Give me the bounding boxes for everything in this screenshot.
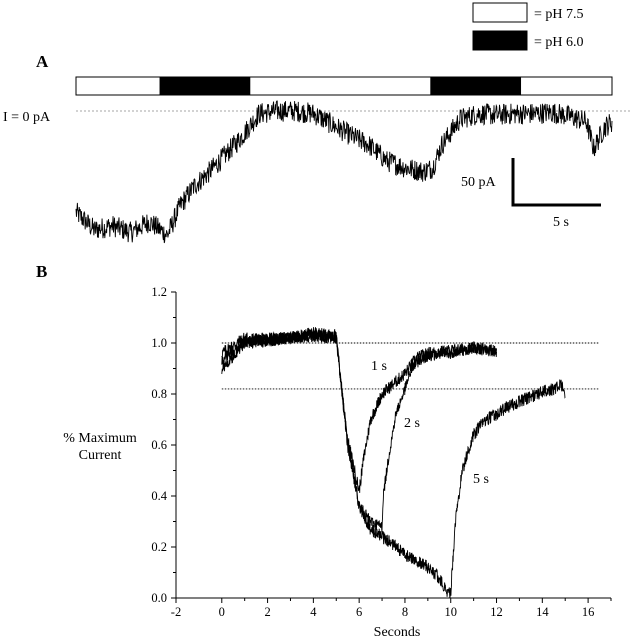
annotation-5s: 5 s (473, 472, 489, 487)
y-tick-label: 0.6 (151, 438, 167, 452)
y-tick-label: 0.0 (151, 591, 167, 605)
y-axis-title-line1: % Maximum (63, 431, 137, 446)
panel-b: B -2 0 2 4 6 8 10 12 14 16 0.0 0.2 0.4 0.6 0.8 1.0 1.2 %… (36, 262, 612, 640)
stimulus-segment (430, 76, 522, 96)
axes-b: -2 0 2 4 6 8 10 12 14 16 0.0 0.2 0.4 0.6 0.8 1.0 1.2 (151, 285, 612, 619)
series-line-5s (221, 327, 566, 599)
x-tick-label: -2 (171, 605, 181, 619)
legend: = pH 7.5 = pH 6.0 (472, 2, 584, 51)
series-b (221, 327, 566, 599)
annotation-1s: 1 s (371, 359, 387, 374)
x-tick-label: 12 (490, 605, 503, 619)
stimulus-segment (75, 76, 161, 96)
x-tick-label: 6 (356, 605, 362, 619)
y-tick-label: 0.8 (151, 387, 167, 401)
stimulus-segment (159, 76, 251, 96)
y-axis-title-line2: Current (79, 448, 122, 463)
scale-bar-current-label: 50 pA (461, 175, 497, 190)
stimulus-segment (520, 76, 613, 96)
x-tick-label: 8 (402, 605, 408, 619)
y-tick-label: 1.0 (151, 336, 167, 350)
y-tick-label: 1.2 (151, 285, 167, 299)
scale-bar-lines (511, 158, 601, 207)
legend-label-ph60: = pH 6.0 (534, 35, 584, 50)
current-trace-a (75, 100, 613, 244)
x-tick-label: 10 (444, 605, 457, 619)
panel-a: A I = 0 pA 50 pA 5 s (3, 52, 630, 244)
legend-label-ph75: = pH 7.5 (534, 7, 584, 22)
annotation-2s: 2 s (404, 416, 420, 431)
x-axis-title: Seconds (374, 625, 421, 640)
legend-swatch-ph60 (472, 30, 528, 51)
scale-bar-time-label: 5 s (553, 215, 569, 230)
x-tick-label: 14 (536, 605, 549, 619)
x-tick-label: 4 (310, 605, 317, 619)
x-tick-label: 2 (264, 605, 270, 619)
y-tick-label: 0.2 (151, 540, 167, 554)
scale-bar: 50 pA 5 s (461, 158, 601, 230)
y-tick-label: 0.4 (151, 489, 167, 503)
x-tick-label: 16 (582, 605, 595, 619)
zero-current-label: I = 0 pA (3, 110, 51, 125)
legend-swatch-ph75 (472, 2, 528, 23)
panel-b-letter: B (36, 262, 47, 281)
panel-a-letter: A (36, 52, 49, 71)
stimulus-bar (75, 76, 613, 96)
stimulus-segment (249, 76, 432, 96)
x-tick-label: 0 (219, 605, 225, 619)
